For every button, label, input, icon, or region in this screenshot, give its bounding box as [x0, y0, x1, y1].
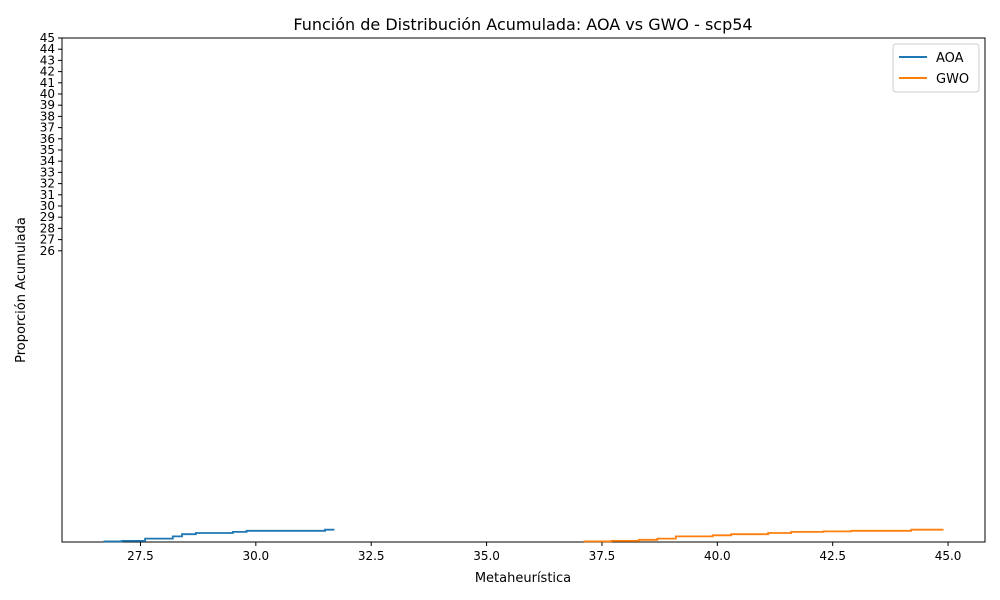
x-tick-label: 42.5: [819, 549, 846, 563]
x-tick-label: 35.0: [473, 549, 500, 563]
x-axis-label: Metaheurística: [475, 571, 571, 586]
legend-label-gwo: GWO: [936, 72, 969, 87]
legend-label-aoa: AOA: [936, 51, 964, 66]
x-tick-label: 40.0: [704, 549, 731, 563]
x-tick-label: 45.0: [935, 549, 962, 563]
x-tick-label: 30.0: [242, 549, 269, 563]
x-tick-label: 37.5: [589, 549, 616, 563]
legend: AOA GWO: [893, 44, 979, 92]
chart-title: Función de Distribución Acumulada: AOA v…: [293, 15, 752, 34]
y-tick-label: 45: [40, 31, 55, 45]
y-axis-label: Proporción Acumulada: [14, 217, 29, 363]
x-tick-label: 27.5: [127, 549, 154, 563]
x-tick-label: 32.5: [358, 549, 385, 563]
